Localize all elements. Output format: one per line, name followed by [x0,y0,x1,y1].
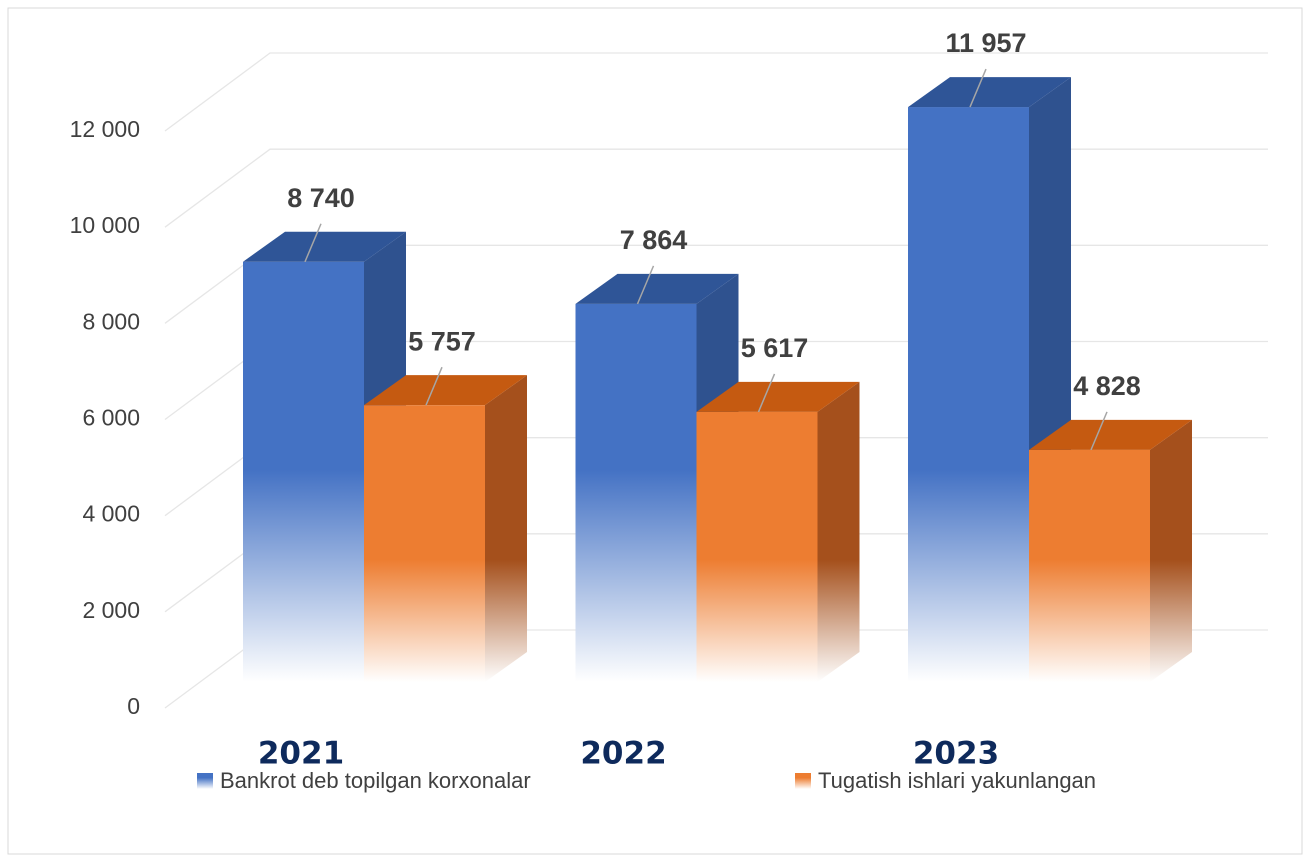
x-tick-label: 2022 [580,736,666,772]
y-tick-label: 2 000 [82,597,140,623]
value-label: 4 828 [1073,371,1141,401]
bar [575,303,697,682]
legend-swatch [197,773,213,789]
bar-top [364,375,527,406]
y-tick-label: 8 000 [82,308,140,334]
y-tick-label: 12 000 [70,116,140,142]
grid-line [164,52,1268,132]
bar [696,411,818,682]
bar-top [575,273,739,304]
leader-line [1090,411,1108,451]
y-tick-label: 0 [127,693,140,719]
bar-top [696,381,860,412]
x-tick-label: 2023 [913,736,999,772]
leader-line [757,373,776,413]
value-label: 11 957 [945,28,1026,58]
y-tick-label: 10 000 [70,212,140,238]
legend-label: Tugatish ishlari yakunlangan [818,768,1096,793]
leader-line [425,366,443,406]
value-label: 8 740 [287,183,355,213]
bar-top [908,77,1071,108]
leader-line [304,223,322,263]
leader-line [969,68,987,108]
legend-label: Bankrot deb topilgan korxonalar [220,768,531,793]
value-label: 5 757 [408,326,476,356]
value-label: 7 864 [620,225,688,255]
bar [908,107,1029,683]
bar [243,261,364,682]
bar [1029,449,1150,682]
bar-side [485,375,527,682]
leader-line [636,265,655,305]
y-tick-label: 4 000 [82,501,140,527]
legend-swatch [795,773,811,789]
value-label: 5 617 [741,333,809,363]
y-tick-label: 6 000 [82,405,140,431]
bar-top [1029,419,1192,450]
x-tick-label: 2021 [258,736,344,772]
bar-side [817,381,860,682]
bar-side [1150,419,1192,682]
bar-top [243,231,406,262]
bar [364,405,485,682]
